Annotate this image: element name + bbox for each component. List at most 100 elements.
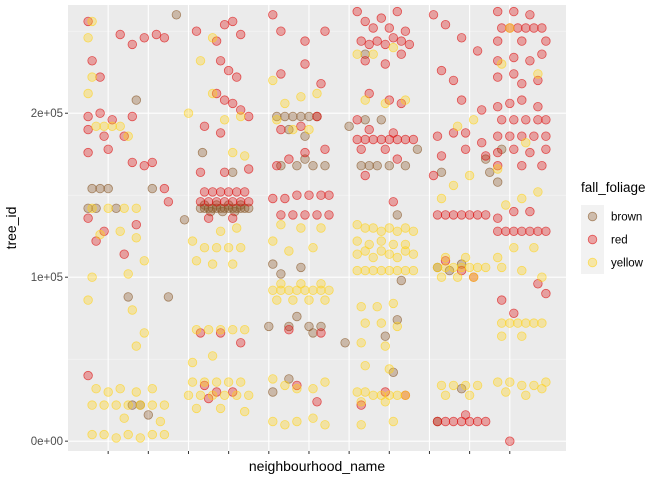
- point-red: [533, 75, 543, 86]
- point-red: [477, 137, 487, 148]
- point-yellow: [312, 88, 322, 99]
- point-yellow: [464, 262, 475, 273]
- point-yellow: [521, 137, 531, 148]
- point-yellow: [472, 380, 483, 391]
- point-red: [312, 397, 322, 407]
- point-yellow: [243, 390, 254, 401]
- point-yellow: [207, 390, 218, 401]
- point-brown: [392, 315, 403, 325]
- point-yellow: [497, 331, 507, 341]
- point-yellow: [191, 256, 202, 266]
- point-red: [87, 56, 97, 66]
- point-red: [456, 33, 467, 43]
- point-brown: [384, 160, 395, 171]
- point-yellow: [501, 387, 511, 397]
- point-yellow: [460, 380, 471, 391]
- point-red: [541, 226, 551, 237]
- point-red: [352, 134, 362, 145]
- point-red: [376, 134, 387, 145]
- point-yellow: [227, 325, 238, 335]
- point-yellow: [115, 121, 125, 132]
- point-red: [243, 164, 254, 174]
- y-tick-label: 0e+00: [31, 436, 63, 448]
- point-red: [541, 288, 551, 299]
- point-brown: [284, 321, 294, 332]
- point-yellow: [392, 321, 403, 332]
- point-red: [235, 105, 246, 115]
- point-yellow: [400, 223, 411, 233]
- point-yellow: [276, 285, 286, 296]
- point-red: [235, 338, 246, 348]
- point-brown: [396, 275, 407, 286]
- point-brown: [392, 210, 403, 220]
- point-red: [460, 410, 471, 420]
- legend-label-red: red: [611, 235, 628, 247]
- point-yellow: [231, 390, 242, 401]
- point-red: [223, 65, 234, 76]
- point-red: [272, 160, 282, 171]
- point-red: [537, 49, 547, 59]
- point-red: [493, 36, 503, 46]
- point-red: [139, 33, 150, 43]
- point-red: [360, 170, 370, 181]
- x-axis-title: neighbourhood_name: [249, 458, 385, 474]
- point-red: [215, 128, 226, 138]
- point-yellow: [464, 390, 475, 401]
- point-yellow: [87, 272, 97, 282]
- point-red: [509, 308, 519, 319]
- point-red: [509, 226, 519, 237]
- point-red: [364, 39, 374, 50]
- point-brown: [288, 111, 298, 122]
- point-red: [509, 6, 519, 17]
- x-axis-ticks: [107, 451, 511, 454]
- point-brown: [400, 160, 411, 171]
- point-red: [320, 144, 330, 155]
- point-red: [103, 144, 113, 155]
- point-red: [131, 219, 142, 230]
- point-red: [380, 59, 391, 69]
- legend: fall_foliage brown red yellow: [581, 180, 646, 274]
- point-yellow: [191, 403, 202, 414]
- point-yellow: [352, 249, 362, 259]
- point-yellow: [304, 124, 314, 135]
- point-red: [396, 36, 407, 46]
- point-red: [497, 295, 507, 305]
- point-yellow: [408, 226, 419, 237]
- point-red: [312, 210, 322, 220]
- point-brown: [308, 160, 318, 171]
- point-red: [276, 26, 286, 36]
- point-red: [529, 23, 539, 33]
- point-yellow: [131, 341, 142, 351]
- point-yellow: [533, 187, 543, 197]
- point-brown: [412, 144, 423, 155]
- point-red: [440, 210, 451, 220]
- point-red: [472, 416, 483, 427]
- point-yellow: [91, 384, 101, 394]
- point-yellow: [517, 331, 527, 341]
- point-red: [448, 416, 459, 427]
- point-red: [324, 190, 334, 200]
- point-red: [456, 95, 467, 105]
- point-yellow: [304, 295, 314, 305]
- point-yellow: [400, 265, 411, 276]
- point-yellow: [384, 223, 395, 233]
- point-yellow: [352, 219, 362, 230]
- point-yellow: [521, 390, 531, 401]
- point-red: [493, 101, 503, 112]
- point-yellow: [384, 265, 395, 276]
- point-brown: [103, 183, 113, 194]
- point-red: [436, 151, 447, 161]
- point-red: [207, 187, 218, 197]
- point-yellow: [284, 246, 294, 256]
- point-yellow: [215, 226, 226, 237]
- point-yellow: [517, 193, 527, 204]
- point-yellow: [493, 252, 503, 263]
- point-red: [517, 160, 527, 171]
- point-brown: [179, 215, 190, 225]
- point-yellow: [368, 49, 378, 59]
- point-yellow: [219, 115, 230, 125]
- point-yellow: [280, 380, 290, 391]
- point-red: [320, 26, 330, 36]
- point-red: [541, 144, 551, 155]
